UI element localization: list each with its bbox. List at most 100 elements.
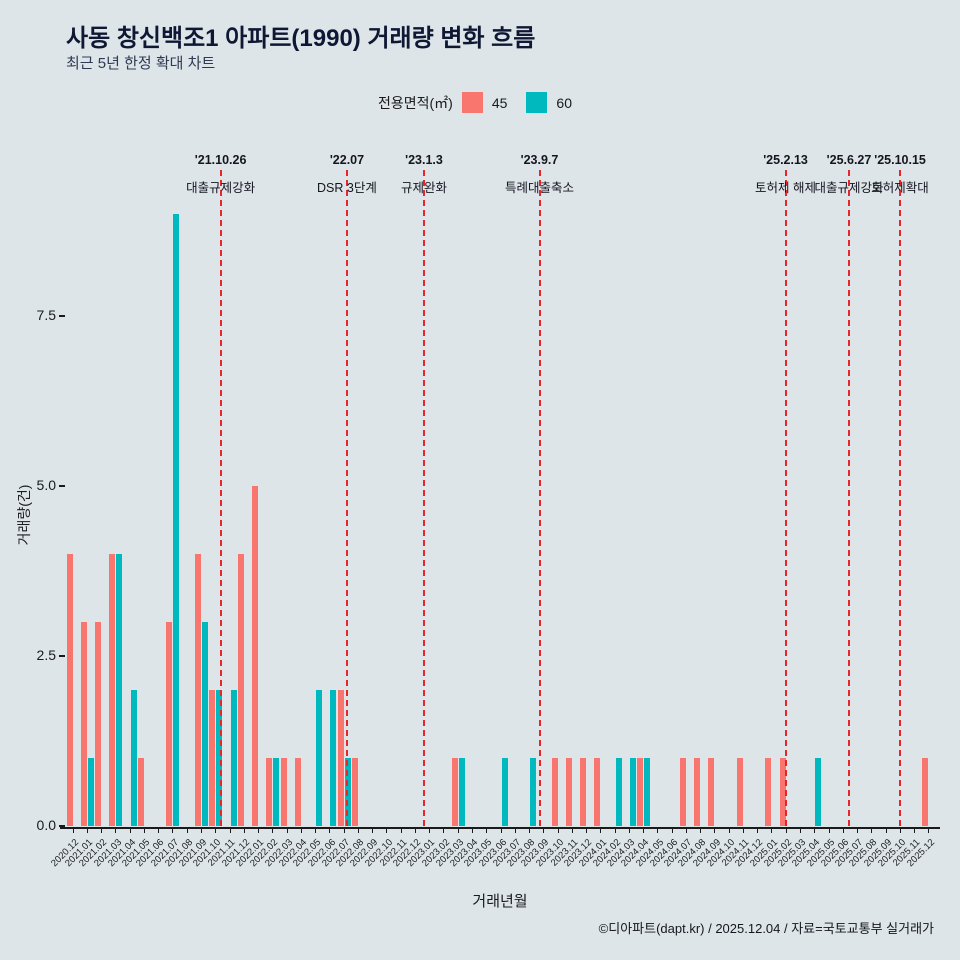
x-tick-mark — [129, 829, 131, 833]
x-tick-mark — [500, 829, 502, 833]
x-tick-mark — [414, 829, 416, 833]
x-tick-mark — [400, 829, 402, 833]
x-tick-mark — [315, 829, 317, 833]
x-tick-mark — [785, 829, 787, 833]
bar-60-2024.04 — [644, 758, 651, 826]
bar-45-2023.03 — [451, 758, 458, 826]
policy-line — [345, 170, 348, 826]
x-tick-mark — [457, 829, 459, 833]
x-tick-mark — [600, 829, 602, 833]
bar-45-2021.12 — [237, 554, 244, 826]
x-tick-mark — [172, 829, 174, 833]
policy-line — [899, 170, 902, 826]
x-tick-mark — [543, 829, 545, 833]
x-tick-mark — [357, 829, 359, 833]
y-tick-label: 5.0 — [36, 477, 56, 493]
bar-45-2020.12 — [66, 554, 73, 826]
bar-60-2024.02 — [615, 758, 622, 826]
x-tick-mark — [200, 829, 202, 833]
bar-45-2022.08 — [351, 758, 358, 826]
bar-60-2021.09 — [201, 622, 208, 826]
x-tick-mark — [614, 829, 616, 833]
x-tick-mark — [471, 829, 473, 833]
x-tick-mark — [101, 829, 103, 833]
x-tick-mark — [814, 829, 816, 833]
policy-label: 대출규제강화 — [814, 181, 884, 195]
bar-45-2022.04 — [294, 758, 301, 826]
bar-45-2024.07 — [679, 758, 686, 826]
policy-line — [219, 170, 222, 826]
x-tick-mark — [700, 829, 702, 833]
x-tick-mark — [586, 829, 588, 833]
policy-label: 토허제 해제 — [755, 181, 817, 195]
bar-60-2023.06 — [501, 758, 508, 826]
x-tick-mark — [571, 829, 573, 833]
bar-45-2024.04 — [637, 758, 644, 826]
bar-60-2023.03 — [458, 758, 465, 826]
x-tick-mark — [329, 829, 331, 833]
x-tick-mark — [771, 829, 773, 833]
x-tick-mark — [857, 829, 859, 833]
x-tick-mark — [628, 829, 630, 833]
x-tick-mark — [372, 829, 374, 833]
y-tick-label: 7.5 — [36, 307, 56, 323]
policy-line — [422, 170, 425, 826]
policy-label: 특례대출축소 — [504, 181, 574, 195]
bar-45-2022.03 — [280, 758, 287, 826]
policy-label: 규제완화 — [400, 181, 447, 195]
x-tick-mark — [215, 829, 217, 833]
policy-date: '25.2.13 — [763, 153, 808, 167]
bar-45-2021.07 — [166, 622, 173, 826]
x-tick-mark — [486, 829, 488, 833]
x-tick-mark — [643, 829, 645, 833]
policy-line — [848, 170, 850, 826]
x-tick-mark — [671, 829, 673, 833]
y-tick-label: 2.5 — [36, 647, 56, 663]
legend-title: 전용면적(㎡) — [377, 94, 453, 111]
x-tick-mark — [386, 829, 388, 833]
bar-45-2023.11 — [565, 758, 572, 826]
x-tick-mark — [757, 829, 759, 833]
policy-label: DSR 3단계 — [317, 181, 377, 195]
legend: 전용면적(㎡) 45 60 — [0, 92, 960, 113]
y-tick-mark — [59, 315, 65, 317]
x-tick-mark — [258, 829, 260, 833]
x-tick-mark — [728, 829, 730, 833]
y-tick-mark — [59, 485, 65, 487]
bar-60-2021.11 — [230, 690, 237, 826]
legend-label-45: 45 — [491, 94, 508, 111]
x-tick-mark — [72, 829, 74, 833]
x-tick-mark — [86, 829, 88, 833]
bar-60-2021.01 — [87, 758, 94, 826]
bar-45-2025.12 — [922, 758, 929, 826]
x-tick-mark — [529, 829, 531, 833]
bar-45-2021.01 — [80, 622, 87, 826]
x-tick-mark — [514, 829, 516, 833]
bar-45-2021.10 — [209, 690, 216, 826]
policy-line — [784, 170, 787, 826]
x-tick-mark — [343, 829, 345, 833]
x-tick-mark — [800, 829, 801, 833]
legend-swatch-45 — [461, 92, 483, 113]
x-tick-mark — [286, 829, 288, 833]
x-tick-mark — [928, 829, 930, 833]
policy-date: '25.6.27 — [826, 153, 872, 167]
bar-60-2022.02 — [273, 758, 280, 826]
x-tick-mark — [714, 829, 716, 833]
x-tick-mark — [657, 829, 659, 833]
bar-45-2021.03 — [109, 554, 116, 826]
bar-45-2022.02 — [266, 758, 273, 826]
policy-date: '21.10.26 — [194, 153, 247, 167]
bar-60-2023.08 — [530, 758, 537, 826]
policy-date: '25.10.15 — [874, 153, 926, 167]
x-tick-mark — [158, 829, 160, 833]
bar-45-2024.08 — [694, 758, 701, 826]
bar-45-2021.02 — [95, 622, 102, 826]
x-tick-mark — [742, 829, 744, 833]
bar-45-2025.02 — [779, 758, 786, 826]
y-tick-label: 0.0 — [36, 817, 56, 833]
bar-45-2024.11 — [736, 758, 743, 826]
attribution-footer: ©디아파트(dapt.kr) / 2025.12.04 / 자료=국토교통부 실… — [598, 921, 934, 936]
